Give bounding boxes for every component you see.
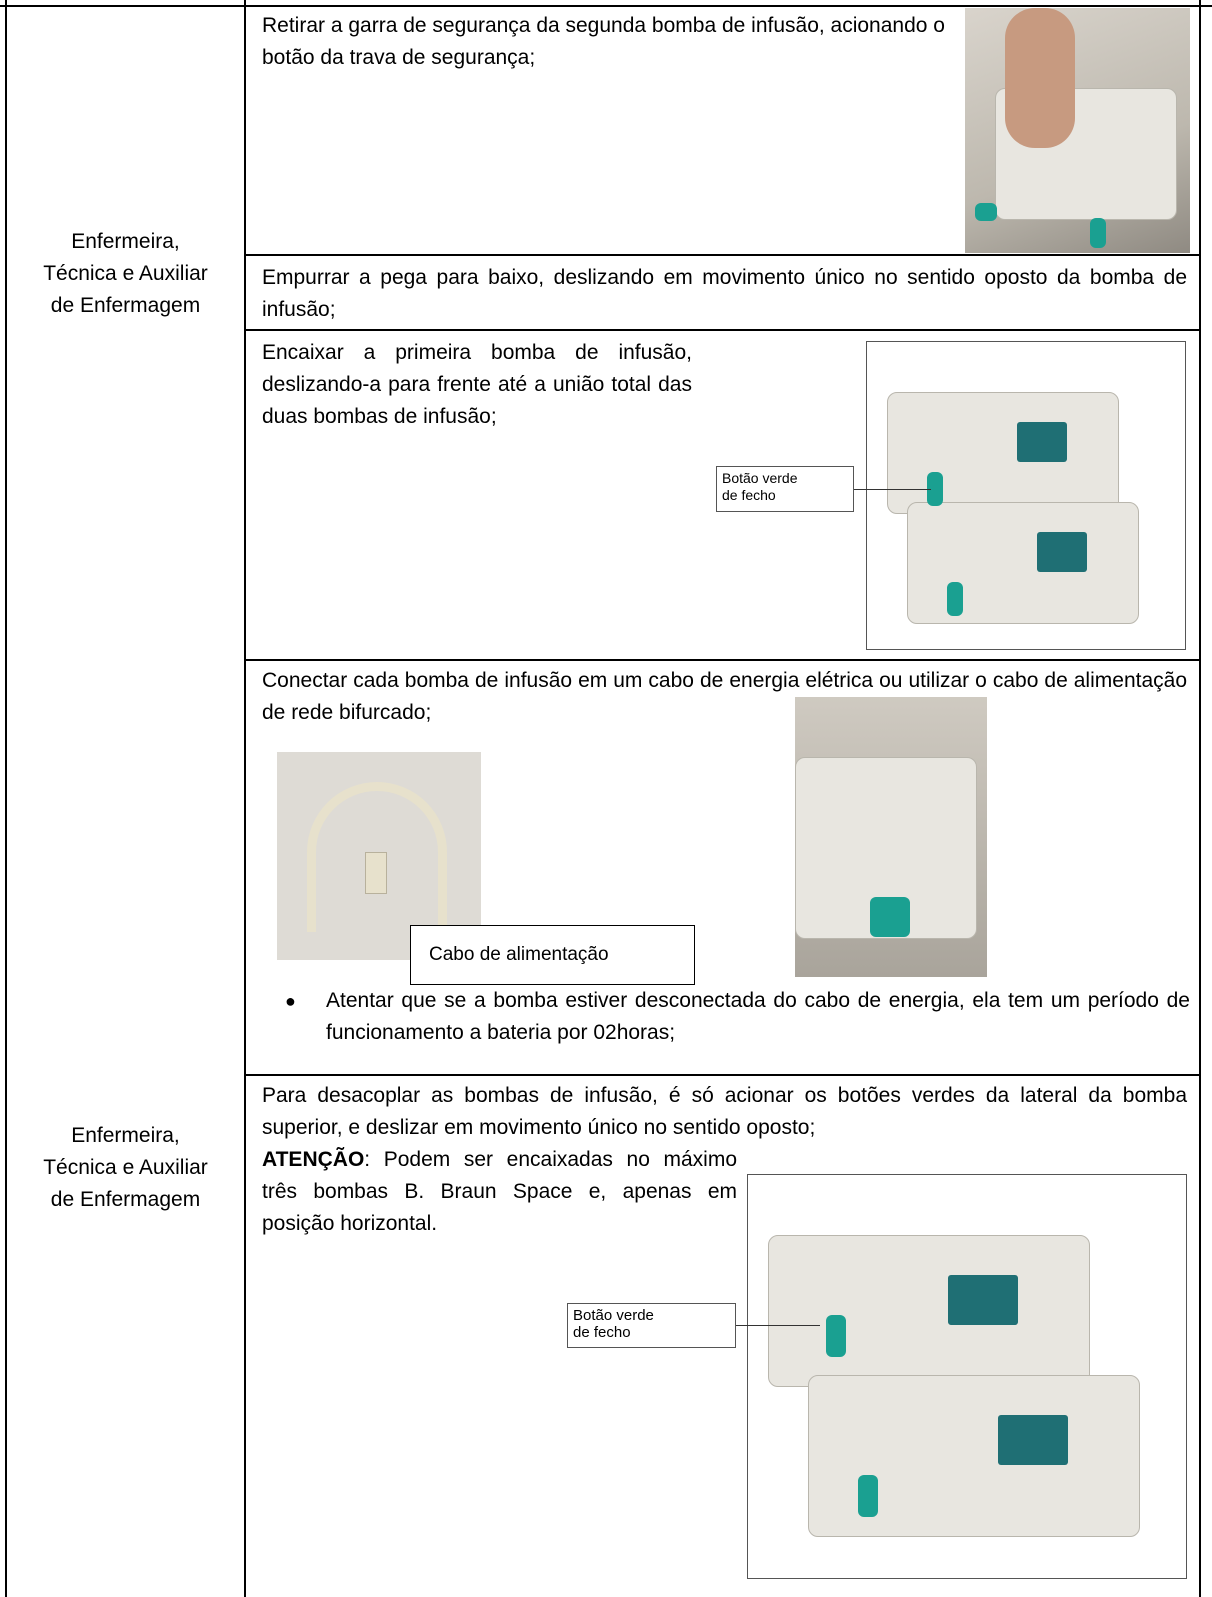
screen bbox=[948, 1275, 1018, 1325]
attention: ATENÇÃO: Podem ser encaixadas no máximo … bbox=[262, 1144, 1187, 1240]
callout: Cabo de alimentação bbox=[410, 925, 695, 985]
latch bbox=[1090, 218, 1106, 248]
step-text: Empurrar a pega para baixo, deslizando e… bbox=[262, 266, 1187, 321]
figure-frame bbox=[747, 1174, 1187, 1579]
top-border bbox=[0, 5, 1212, 7]
step-text: Encaixar a primeira bomba de infusão, de… bbox=[262, 341, 692, 428]
row-divider bbox=[245, 254, 1200, 256]
pump bbox=[887, 392, 1119, 514]
role-label: Enfermeira, Técnica e Auxiliar de Enferm… bbox=[43, 1124, 208, 1211]
screen bbox=[1037, 532, 1087, 572]
figure-frame bbox=[866, 341, 1186, 650]
cable bbox=[307, 782, 447, 932]
latch bbox=[975, 203, 997, 221]
left-border bbox=[5, 0, 7, 1597]
bullet-text: Atentar que se a bomba estiver desconect… bbox=[326, 989, 1190, 1044]
attention-label: ATENÇÃO bbox=[262, 1148, 365, 1171]
row-divider bbox=[245, 659, 1200, 661]
step-text: Retirar a garra de segurança da segunda … bbox=[262, 14, 945, 69]
callout-line bbox=[853, 489, 931, 490]
attention-text: : Podem ser encaixadas no máximo três bo… bbox=[262, 1148, 737, 1235]
column-divider bbox=[244, 0, 246, 1597]
right-border bbox=[1199, 0, 1201, 1597]
step-text: Para desacoplar as bombas de infusão, é … bbox=[262, 1084, 1187, 1139]
step-text: Conectar cada bomba de infusão em um cab… bbox=[262, 669, 1187, 724]
callout: Botão verde de fecho bbox=[567, 1303, 736, 1348]
screen bbox=[1017, 422, 1067, 462]
row-divider bbox=[245, 1074, 1200, 1076]
pump bbox=[907, 502, 1139, 624]
latch bbox=[858, 1475, 878, 1517]
callout: Botão verde de fecho bbox=[716, 466, 854, 512]
plug bbox=[870, 897, 910, 937]
float-spacer bbox=[1186, 1144, 1187, 1174]
latch bbox=[947, 582, 963, 616]
role-label: Enfermeira, Técnica e Auxiliar de Enferm… bbox=[43, 230, 208, 317]
latch bbox=[927, 472, 943, 506]
hand bbox=[1005, 8, 1075, 148]
latch bbox=[826, 1315, 846, 1357]
bullet: ● bbox=[285, 991, 296, 1011]
row-divider bbox=[245, 329, 1200, 331]
step-block: Para desacoplar as bombas de infusão, é … bbox=[262, 1080, 1187, 1579]
photo bbox=[795, 697, 987, 977]
screen bbox=[998, 1415, 1068, 1465]
plug bbox=[365, 852, 387, 894]
photo bbox=[965, 8, 1190, 253]
callout-line bbox=[735, 1325, 820, 1326]
pump bbox=[768, 1235, 1090, 1387]
